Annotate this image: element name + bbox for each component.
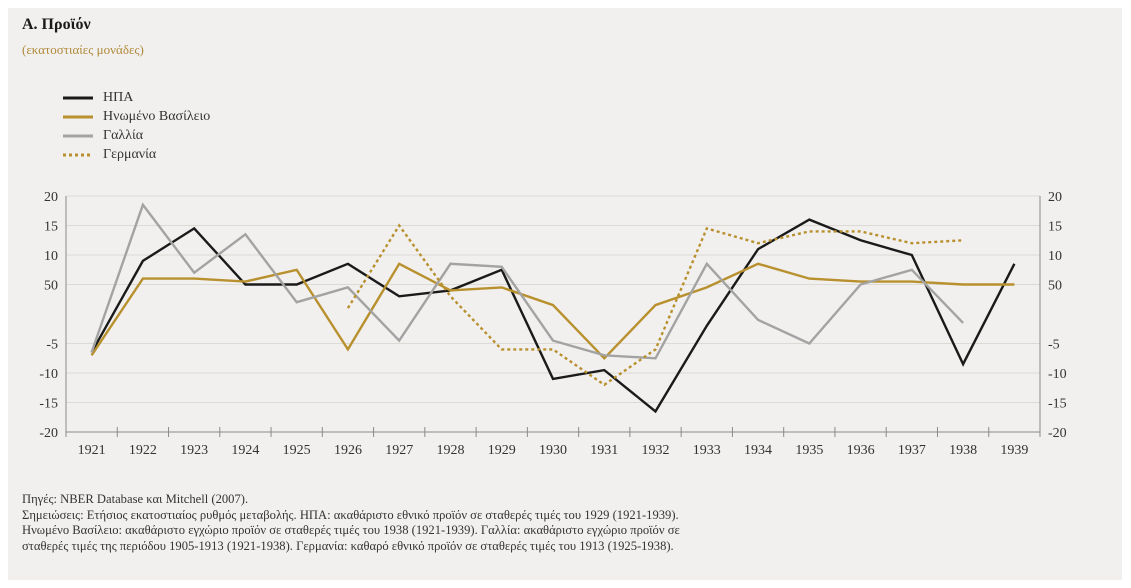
chart-title: Α. Προϊόν [22, 16, 91, 33]
y-tick-label-left: -5 [46, 338, 58, 353]
legend-item: Ηνωμένο Βασίλειο [63, 107, 210, 126]
chart-panel: Α. Προϊόν (εκατοστιαίες μονάδες) ΗΠΑ Ηνωμ… [8, 8, 1122, 580]
x-tick-label: 1923 [180, 443, 208, 458]
legend-swatch [63, 96, 93, 99]
x-tick-label: 1927 [385, 443, 413, 458]
y-tick-label-left: 50 [44, 279, 58, 294]
y-tick-label-left: 20 [44, 190, 58, 205]
y-tick-label-right: -15 [1048, 397, 1067, 412]
x-tick-label: 1924 [231, 443, 259, 458]
x-tick-label: 1921 [78, 443, 106, 458]
chart-subtitle: (εκατοστιαίες μονάδες) [22, 42, 144, 57]
x-tick-label: 1931 [590, 443, 618, 458]
x-tick-label: 1926 [334, 443, 362, 458]
chart-notes: Πηγές: NBER Database και Mitchell (2007)… [22, 492, 1112, 554]
x-tick-label: 1929 [488, 443, 516, 458]
y-tick-label-left: -10 [39, 367, 58, 382]
legend-item: Γαλλία [63, 126, 210, 145]
legend-swatch [63, 153, 93, 156]
series-line [90, 202, 964, 360]
y-tick-label-right: 20 [1048, 190, 1062, 205]
x-tick-label: 1922 [129, 443, 157, 458]
x-tick-label: 1938 [949, 443, 977, 458]
legend-label: Γερμανία [103, 146, 157, 162]
y-tick-label-right: -5 [1048, 338, 1060, 353]
y-tick-label-left: -20 [39, 426, 58, 441]
x-tick-label: 1935 [795, 443, 823, 458]
notes-line-2: Σημειώσεις: Ετήσιος εκατοστιαίος ρυθμός … [22, 507, 679, 522]
x-tick-label: 1933 [693, 443, 721, 458]
legend-label: Γαλλία [103, 127, 144, 143]
x-tick-label: 1925 [283, 443, 311, 458]
notes-line-4: σταθερές τιμές της περιόδου 1905-1913 (1… [22, 538, 674, 553]
y-tick-label-right: 50 [1048, 279, 1062, 294]
line-chart: 20 20 15 15 10 10 50 50 -5 -5 -10 -10 -15 -15 -20 -20 19… [39, 190, 1067, 458]
legend-swatch [63, 115, 93, 118]
notes-line-3: Ηνωμένο Βασίλειο: ακαθάριστο εγχώριο προ… [22, 523, 680, 538]
y-tick-label-right: 10 [1048, 249, 1062, 264]
x-tick-label: 1937 [898, 443, 926, 458]
legend-item: Γερμανία [63, 145, 210, 164]
series-line [90, 262, 1015, 361]
x-tick-label: 1934 [744, 443, 772, 458]
legend-label: Ηνωμένο Βασίλειο [103, 108, 211, 124]
x-tick-label: 1936 [847, 443, 875, 458]
y-tick-label-left: 15 [44, 220, 58, 235]
x-tick-label: 1932 [642, 443, 670, 458]
chart-legend: ΗΠΑ Ηνωμένο Βασίλειο Γαλλία Γερμανία [63, 88, 210, 164]
x-tick-label: 1928 [436, 443, 464, 458]
y-tick-label-left: 10 [44, 249, 58, 264]
series-line [346, 223, 964, 387]
y-tick-label-right: 15 [1048, 220, 1062, 235]
legend-item: ΗΠΑ [63, 88, 210, 107]
legend-label: ΗΠΑ [103, 89, 134, 105]
y-tick-label-right: -20 [1048, 426, 1067, 441]
series-line [90, 218, 1016, 414]
notes-line-1: Πηγές: NBER Database και Mitchell (2007)… [22, 492, 249, 506]
y-tick-label-right: -10 [1048, 367, 1067, 382]
x-tick-label: 1930 [539, 443, 567, 458]
legend-swatch [63, 134, 93, 137]
y-tick-label-left: -15 [39, 397, 58, 412]
x-tick-label: 1939 [1000, 443, 1028, 458]
